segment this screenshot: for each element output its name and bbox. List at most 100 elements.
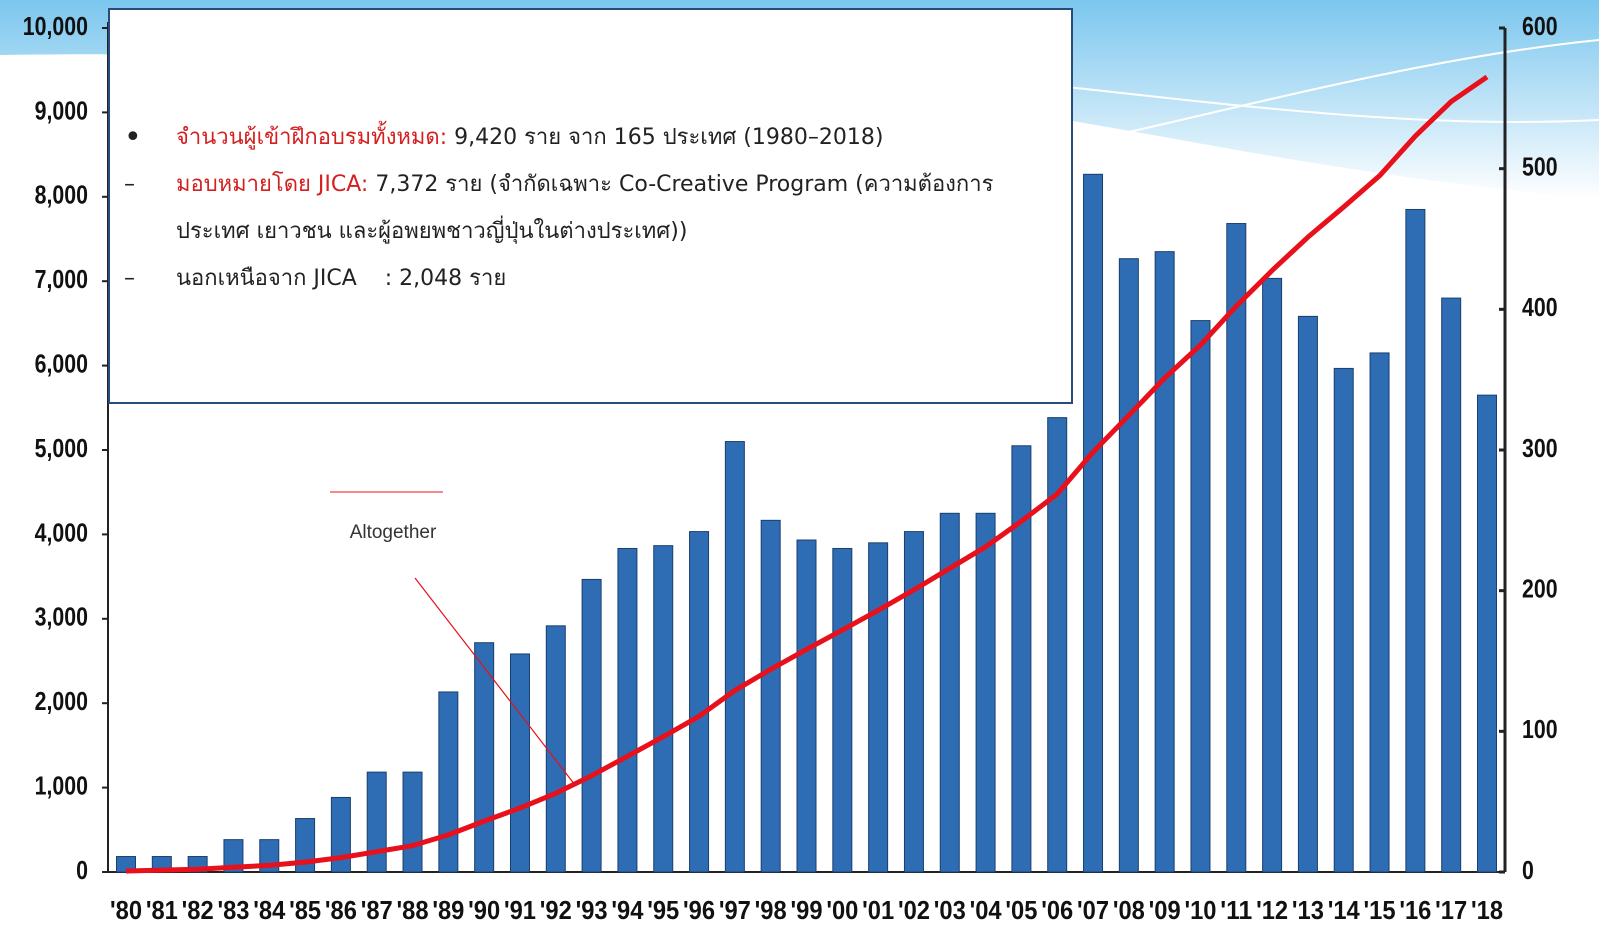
y-tick-label: 7,000	[35, 265, 88, 295]
bar	[904, 532, 923, 872]
list-marker: –	[124, 255, 135, 302]
text-item: –มอบหมายโดย JICA: 7,372 ราย (จำกัดเฉพาะ …	[110, 161, 1071, 255]
bar	[1012, 446, 1031, 872]
annotation: Altogether	[350, 522, 437, 543]
x-tick-label: '84	[253, 895, 285, 925]
x-tick-label: '95	[647, 895, 679, 925]
x-tick-label: '15	[1364, 895, 1396, 925]
y2-tick-label: 600	[1522, 12, 1558, 42]
y-tick-label: 3,000	[35, 603, 88, 633]
bar	[690, 532, 709, 872]
x-tick-label: '04	[970, 895, 1002, 925]
x-tick-label: '88	[397, 895, 429, 925]
bar	[1155, 252, 1174, 872]
bar	[654, 546, 673, 872]
x-tick-label: '05	[1005, 895, 1037, 925]
text-part: (1980–2018)	[736, 125, 883, 150]
x-tick-label: '89	[432, 895, 464, 925]
x-tick-label: '07	[1077, 895, 1109, 925]
bar	[510, 654, 529, 872]
text-part: นอกเหนือจาก JICA : 2,048 ราย	[176, 266, 506, 291]
x-tick-label: '90	[468, 895, 500, 925]
y-tick-label: 1,000	[35, 772, 88, 802]
text-part: 9,420 ราย จาก 165 ประเทศ	[454, 125, 736, 150]
text-box: • จำนวนผู้เข้าฝึกอบรมทั้งหมด: 9,420 ราย จ…	[108, 8, 1073, 404]
bar	[367, 772, 386, 872]
text-part: จำนวนผู้เข้าฝึกอบรมทั้งหมด:	[176, 125, 454, 150]
list-marker: –	[124, 161, 135, 208]
x-tick-label: '00	[826, 895, 858, 925]
bar	[725, 442, 744, 872]
x-tick-label: '86	[325, 895, 357, 925]
y-tick-label: 2,000	[35, 687, 88, 717]
bar	[475, 643, 494, 872]
bar	[1119, 259, 1138, 872]
bar	[1227, 224, 1246, 872]
x-tick-label: '85	[289, 895, 321, 925]
x-tick-label: '03	[934, 895, 966, 925]
x-tick-label: '80	[110, 895, 142, 925]
x-tick-label: '18	[1471, 895, 1503, 925]
bar	[976, 513, 995, 872]
bar	[797, 540, 816, 872]
list-marker: •	[124, 114, 142, 161]
bar	[439, 692, 458, 872]
text-part: มอบหมายโดย JICA:	[176, 172, 375, 197]
y2-tick-label: 0	[1522, 856, 1534, 886]
x-tick-label: '97	[719, 895, 751, 925]
bar	[618, 548, 637, 872]
x-tick-label: '87	[361, 895, 393, 925]
x-tick-label: '01	[862, 895, 894, 925]
text-item: – นอกเหนือจาก JICA : 2,048 ราย	[110, 255, 1071, 302]
bar	[833, 548, 852, 872]
x-tick-label: '94	[611, 895, 643, 925]
y2-tick-label: 200	[1522, 575, 1558, 605]
y-tick-label: 9,000	[35, 96, 88, 126]
bar	[869, 543, 888, 872]
y-tick-label: 5,000	[35, 434, 88, 464]
x-tick-label: '11	[1220, 895, 1252, 925]
y-tick-label: 0	[76, 856, 88, 886]
x-tick-label: '16	[1399, 895, 1431, 925]
x-tick-label: '12	[1256, 895, 1288, 925]
bar	[546, 626, 565, 872]
bar	[1191, 321, 1210, 872]
y2-tick-label: 500	[1522, 153, 1558, 183]
bar	[1263, 278, 1282, 872]
y2-tick-label: 300	[1522, 434, 1558, 464]
y-tick-label: 8,000	[35, 181, 88, 211]
bar	[1478, 395, 1497, 872]
x-tick-label: '92	[540, 895, 572, 925]
bar	[1084, 174, 1103, 872]
x-tick-label: '08	[1113, 895, 1145, 925]
x-tick-label: '82	[182, 895, 214, 925]
bar	[582, 579, 601, 872]
page: 01,0002,0003,0004,0005,0006,0007,0008,00…	[0, 0, 1599, 944]
x-tick-label: '10	[1184, 895, 1216, 925]
x-tick-label: '09	[1149, 895, 1181, 925]
x-tick-label: '83	[217, 895, 249, 925]
bar	[1334, 368, 1353, 872]
text-item: • จำนวนผู้เข้าฝึกอบรมทั้งหมด: 9,420 ราย จ…	[110, 114, 1071, 161]
y2-tick-label: 100	[1522, 715, 1558, 745]
y-tick-label: 10,000	[23, 12, 88, 42]
bar	[1298, 316, 1317, 872]
bar	[403, 772, 422, 872]
text-part: 7,372	[375, 172, 438, 197]
y2-tick-label: 400	[1522, 293, 1558, 323]
bar	[761, 520, 780, 872]
x-tick-label: '99	[791, 895, 823, 925]
x-tick-label: '02	[898, 895, 930, 925]
x-tick-label: '96	[683, 895, 715, 925]
bar	[1406, 209, 1425, 872]
bar	[1370, 353, 1389, 872]
x-tick-label: '06	[1041, 895, 1073, 925]
x-tick-label: '17	[1435, 895, 1467, 925]
x-tick-label: '14	[1328, 895, 1360, 925]
x-tick-label: '13	[1292, 895, 1324, 925]
x-tick-label: '93	[576, 895, 608, 925]
y-tick-label: 4,000	[35, 518, 88, 548]
bar	[1442, 298, 1461, 872]
x-tick-label: '98	[755, 895, 787, 925]
x-tick-label: '81	[146, 895, 178, 925]
